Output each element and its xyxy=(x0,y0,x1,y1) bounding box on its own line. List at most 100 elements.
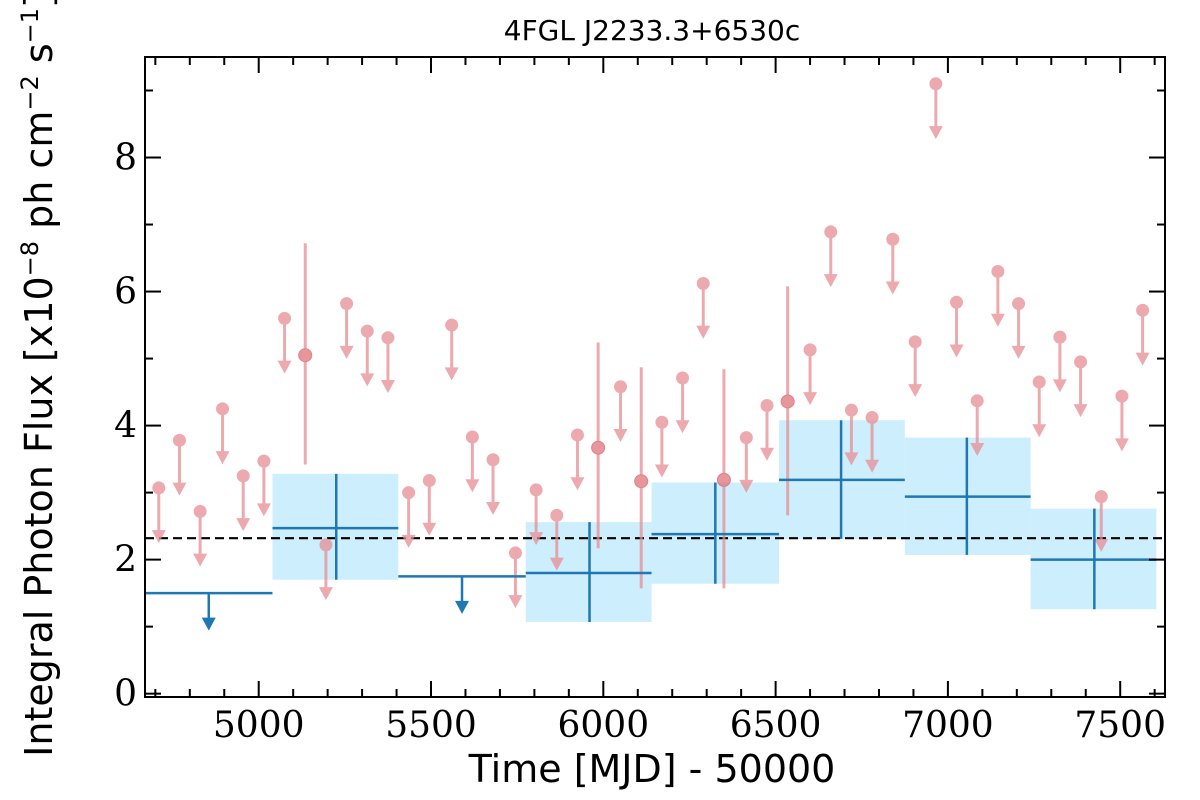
fine-upper-limit-marker xyxy=(529,483,543,497)
fine-upper-limit-marker xyxy=(172,433,186,447)
fine-upper-limit-39 xyxy=(1073,355,1088,418)
fine-upper-limit-arrowhead xyxy=(865,459,880,473)
fine-upper-limit-28 xyxy=(844,403,859,466)
fine-upper-limit-arrowhead xyxy=(422,522,437,536)
fine-upper-limit-arrowhead xyxy=(215,451,230,465)
fine-upper-limit-marker xyxy=(970,394,984,408)
fine-upper-limit-20 xyxy=(613,380,628,442)
fine-upper-limit-marker xyxy=(340,297,354,311)
fine-upper-limit-arrowhead xyxy=(1011,345,1026,359)
fine-upper-limit-arrowhead xyxy=(1114,438,1129,452)
coarse-upper-limit-arrowhead xyxy=(201,617,216,631)
fine-upper-limit-arrowhead xyxy=(549,557,564,571)
fine-upper-limit-arrowhead xyxy=(823,274,838,288)
fine-upper-limit-marker xyxy=(319,538,333,552)
fine-upper-limit-marker xyxy=(1012,297,1026,311)
y-axis-label-exp2: −2 xyxy=(16,75,44,110)
fine-upper-limit-marker xyxy=(760,398,774,412)
fine-upper-limit-marker xyxy=(655,415,669,429)
coarse-detection-0 xyxy=(272,473,399,580)
fine-upper-limit-31 xyxy=(908,335,923,398)
x-tick-label: 6000 xyxy=(557,705,649,746)
fine-upper-limit-7 xyxy=(318,538,333,601)
fine-upper-limit-arrowhead xyxy=(318,587,333,601)
fine-upper-limit-arrowhead xyxy=(529,532,544,546)
fine-upper-limit-marker xyxy=(193,504,207,518)
fine-upper-limit-arrowhead xyxy=(193,553,208,567)
fine-upper-limit-arrowhead xyxy=(508,595,523,609)
fine-upper-limit-33 xyxy=(949,295,964,358)
fine-upper-limit-marker xyxy=(360,324,374,338)
fine-upper-limit-24 xyxy=(739,431,754,493)
fine-upper-limit-27 xyxy=(823,225,838,288)
fine-upper-limit-arrowhead xyxy=(570,477,585,491)
coarse-upper-limit-arrowhead xyxy=(455,600,470,614)
fine-upper-limit-arrowhead xyxy=(696,325,711,339)
fine-upper-limit-marker xyxy=(508,546,522,560)
fine-upper-limit-marker xyxy=(739,431,753,445)
coarse-detection-5 xyxy=(1030,508,1157,610)
fine-upper-limit-9 xyxy=(360,324,375,387)
fine-upper-limit-marker xyxy=(803,343,817,357)
coarse-bin-layer xyxy=(145,420,1157,631)
x-axis-label: Time [MJD] - 50000 xyxy=(468,747,836,791)
fine-detection-marker xyxy=(716,472,731,487)
y-tick-label: 0 xyxy=(114,674,137,715)
fine-upper-limit-42 xyxy=(1135,303,1150,366)
fine-upper-limit-12 xyxy=(422,474,437,536)
fine-upper-limit-arrowhead xyxy=(1073,404,1088,418)
fine-upper-limit-marker xyxy=(1136,303,1150,317)
fine-upper-limit-marker xyxy=(381,331,395,345)
fine-upper-limit-marker xyxy=(550,508,564,522)
fine-upper-limit-marker xyxy=(486,453,500,467)
fine-upper-limit-marker xyxy=(1115,389,1129,403)
fine-upper-limit-arrowhead xyxy=(885,281,900,295)
fine-upper-limit-32 xyxy=(928,77,943,140)
fine-detection-4 xyxy=(780,286,795,516)
fine-upper-limit-arrowhead xyxy=(236,518,251,532)
fine-upper-limit-17 xyxy=(529,483,544,546)
fine-upper-limit-marker xyxy=(991,264,1005,278)
fine-upper-limit-arrowhead xyxy=(739,479,754,493)
fine-upper-limit-arrowhead xyxy=(380,380,395,394)
fine-bin-layer xyxy=(151,77,1150,609)
fine-upper-limit-11 xyxy=(401,486,416,548)
fine-upper-limit-marker xyxy=(614,380,628,394)
tick-labels: 5000 5500 6000 6500 7000 7500 0 2 4 6 8 xyxy=(114,138,1166,746)
fine-upper-limit-arrowhead xyxy=(465,479,480,493)
fine-upper-limit-arrowhead xyxy=(1052,379,1067,393)
fine-upper-limit-marker xyxy=(1074,355,1088,369)
fine-upper-limit-18 xyxy=(549,508,564,571)
fine-upper-limit-25 xyxy=(759,398,774,461)
fine-detection-marker xyxy=(298,348,313,363)
fine-upper-limit-arrowhead xyxy=(1135,352,1150,366)
axes xyxy=(144,56,1166,698)
fine-upper-limit-4 xyxy=(236,469,251,532)
fine-upper-limit-arrowhead xyxy=(928,126,943,140)
fine-upper-limit-arrowhead xyxy=(486,502,501,516)
y-axis-label-suffix: ] xyxy=(17,0,61,8)
fine-upper-limit-marker xyxy=(570,428,584,442)
fine-upper-limit-23 xyxy=(696,277,711,339)
fine-upper-limit-arrowhead xyxy=(654,464,669,478)
fine-upper-limit-10 xyxy=(380,331,395,394)
y-tick-label: 6 xyxy=(114,272,137,313)
coarse-upper-limit-0 xyxy=(145,591,273,631)
fine-upper-limit-arrowhead xyxy=(1032,424,1047,438)
coarse-detection-3 xyxy=(779,420,905,539)
fine-upper-limit-marker xyxy=(696,277,710,291)
fine-upper-limit-marker xyxy=(908,335,922,349)
fine-upper-limit-marker xyxy=(422,474,436,488)
fine-upper-limit-30 xyxy=(885,232,900,295)
fine-upper-limit-marker xyxy=(886,232,900,246)
fine-upper-limit-marker xyxy=(445,318,459,332)
fine-upper-limit-marker xyxy=(1094,490,1108,504)
fine-upper-limit-marker xyxy=(152,481,166,495)
fine-upper-limit-marker xyxy=(844,403,858,417)
fine-upper-limit-arrowhead xyxy=(256,503,271,517)
fine-upper-limit-arrowhead xyxy=(172,482,187,496)
fine-upper-limit-marker xyxy=(402,486,416,500)
fine-upper-limit-marker xyxy=(278,311,292,325)
coarse-detection-2 xyxy=(651,482,780,584)
